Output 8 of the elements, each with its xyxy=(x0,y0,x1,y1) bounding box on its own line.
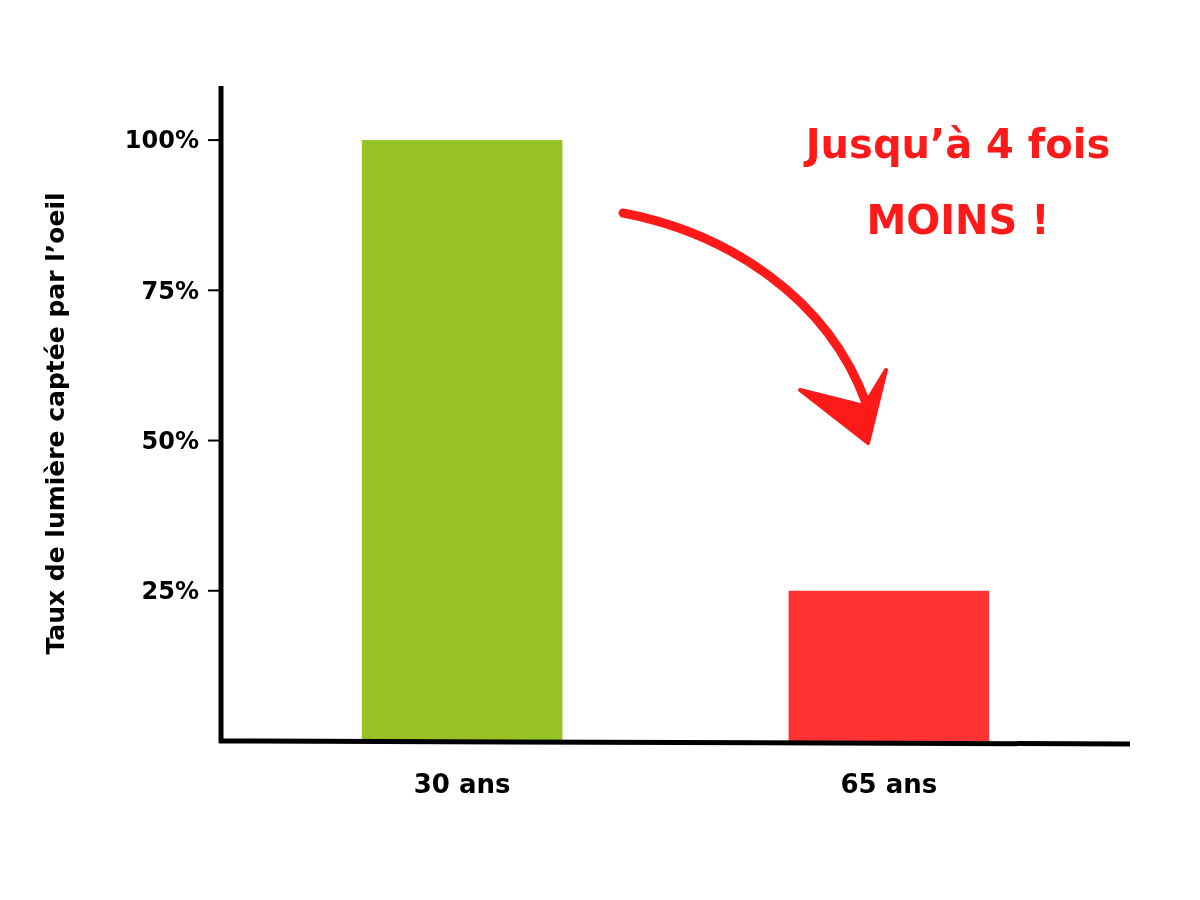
y-tick-label: 50% xyxy=(141,426,199,455)
y-tick-label: 100% xyxy=(124,126,199,155)
y-tick-label: 75% xyxy=(141,276,199,305)
x-tick-label: 65 ans xyxy=(840,769,938,799)
y-tick-label: 25% xyxy=(141,577,199,606)
x-tick-label: 30 ans xyxy=(413,769,511,799)
annotation: Jusqu’à 4 fois MOINS ! xyxy=(802,121,1111,243)
y-axis-title: Taux de lumière captée par l’oeil xyxy=(41,192,70,655)
